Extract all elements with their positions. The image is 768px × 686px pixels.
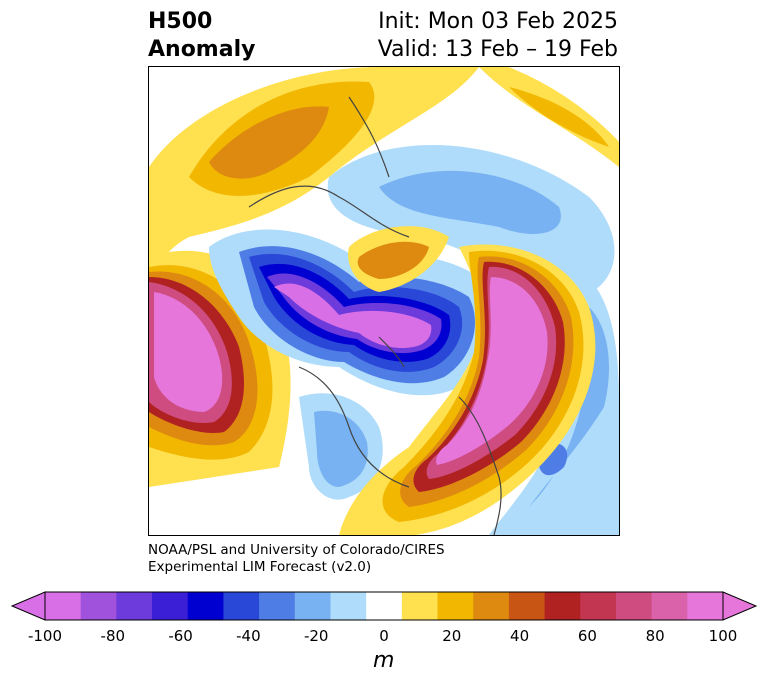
colorbar-swatch: [508, 592, 546, 620]
field-type: Anomaly: [148, 37, 256, 62]
colorbar-swatch: [580, 592, 617, 620]
colorbar-tick-label: 20: [442, 627, 462, 645]
colorbar-tick-label: -20: [303, 627, 329, 645]
colorbar-swatch: [437, 592, 474, 620]
colorbar-swatch: [187, 592, 224, 620]
colorbar-swatch: [80, 592, 117, 620]
colorbar-tick-label: 0: [379, 627, 389, 645]
title-block-left: H500 Anomaly: [148, 8, 255, 64]
init-date: Init: Mon 03 Feb 2025: [378, 9, 618, 34]
colorbar-swatch: [330, 592, 367, 620]
colorbar-svg: [10, 591, 758, 621]
colorbar-swatch: [615, 592, 653, 620]
colorbar-swatch: [259, 592, 296, 620]
colorbar-swatch: [473, 592, 510, 620]
colorbar-swatch: [544, 592, 581, 620]
colorbar-swatch: [116, 592, 153, 620]
colorbar-extend-min: [10, 591, 46, 621]
colorbar-tick-label: -60: [168, 627, 193, 645]
negative-anomaly-center: [209, 229, 494, 500]
anomaly-map: [149, 67, 619, 535]
credit-line-1: NOAA/PSL and University of Colorado/CIRE…: [148, 542, 445, 558]
map-panel: [148, 66, 620, 536]
valid-range: Valid: 13 Feb – 19 Feb: [377, 37, 618, 62]
colorbar-tick-label: -80: [100, 627, 126, 645]
colorbar-swatch: [651, 592, 688, 620]
colorbar-unit: m: [373, 648, 395, 673]
colorbar-tick-label: 40: [510, 627, 530, 645]
colorbar-swatch: [45, 592, 82, 620]
colorbar-swatch: [223, 592, 260, 620]
colorbar-tick-label: 100: [708, 627, 738, 645]
colorbar-swatch: [294, 592, 331, 620]
credit-text: NOAA/PSL and University of Colorado/CIRE…: [148, 542, 445, 576]
credit-line-2: Experimental LIM Forecast (v2.0): [148, 559, 372, 575]
colorbar-extend-max: [722, 591, 758, 621]
positive-anomaly-greenland: [348, 226, 449, 292]
positive-anomaly-eastern-north-america: [339, 244, 596, 535]
colorbar-swatch: [366, 592, 403, 620]
colorbar-tick-label: -40: [236, 627, 261, 645]
colorbar-tick-label: 80: [645, 627, 665, 645]
field-name: H500: [148, 9, 213, 34]
colorbar-swatch: [687, 592, 724, 620]
colorbar-swatch: [401, 592, 439, 620]
colorbar-swatch: [152, 592, 189, 620]
colorbar-tick-label: -100: [27, 627, 63, 645]
colorbar-frame: [44, 591, 724, 621]
coastlines: [248, 96, 502, 535]
colorbar-tick-label: 60: [577, 627, 597, 645]
colorbar: [10, 590, 758, 628]
title-block-right: Init: Mon 03 Feb 2025 Valid: 13 Feb – 19…: [378, 8, 618, 64]
